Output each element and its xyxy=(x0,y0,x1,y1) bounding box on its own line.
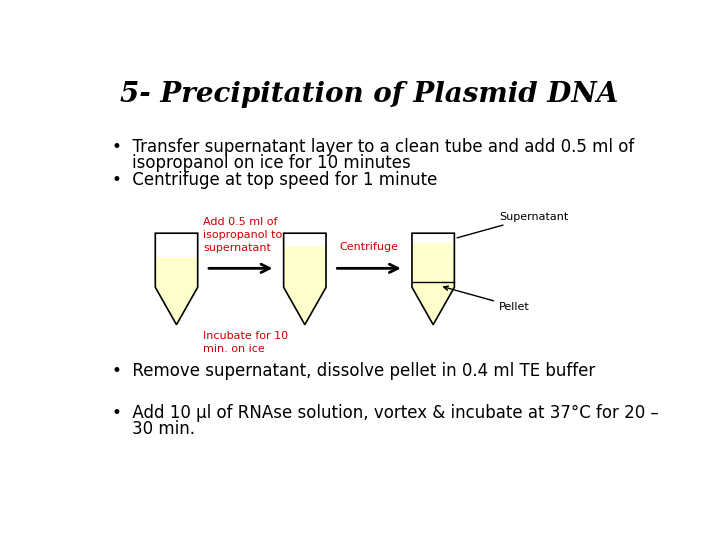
Polygon shape xyxy=(284,247,326,325)
Text: •  Remove supernatant, dissolve pellet in 0.4 ml TE buffer: • Remove supernatant, dissolve pellet in… xyxy=(112,362,595,380)
Text: 30 min.: 30 min. xyxy=(132,420,195,438)
Text: Centrifuge: Centrifuge xyxy=(340,242,398,252)
Text: Supernatant: Supernatant xyxy=(457,212,568,238)
Text: 5- Precipitation of Plasmid DNA: 5- Precipitation of Plasmid DNA xyxy=(120,82,618,109)
Text: Add 0.5 ml of: Add 0.5 ml of xyxy=(203,217,278,227)
Polygon shape xyxy=(156,258,198,325)
Text: isopropanol to: isopropanol to xyxy=(203,230,282,240)
Text: min. on ice: min. on ice xyxy=(203,344,265,354)
Text: •  Add 10 μl of RNAse solution, vortex & incubate at 37°C for 20 –: • Add 10 μl of RNAse solution, vortex & … xyxy=(112,404,660,422)
Text: •  Centrifuge at top speed for 1 minute: • Centrifuge at top speed for 1 minute xyxy=(112,171,438,189)
Text: supernatant: supernatant xyxy=(203,243,271,253)
Text: isopropanol on ice for 10 minutes: isopropanol on ice for 10 minutes xyxy=(132,154,410,172)
Polygon shape xyxy=(412,243,454,325)
Text: •  Transfer supernatant layer to a clean tube and add 0.5 ml of: • Transfer supernatant layer to a clean … xyxy=(112,138,634,156)
Text: Pellet: Pellet xyxy=(444,286,530,312)
Text: Incubate for 10: Incubate for 10 xyxy=(203,331,289,341)
